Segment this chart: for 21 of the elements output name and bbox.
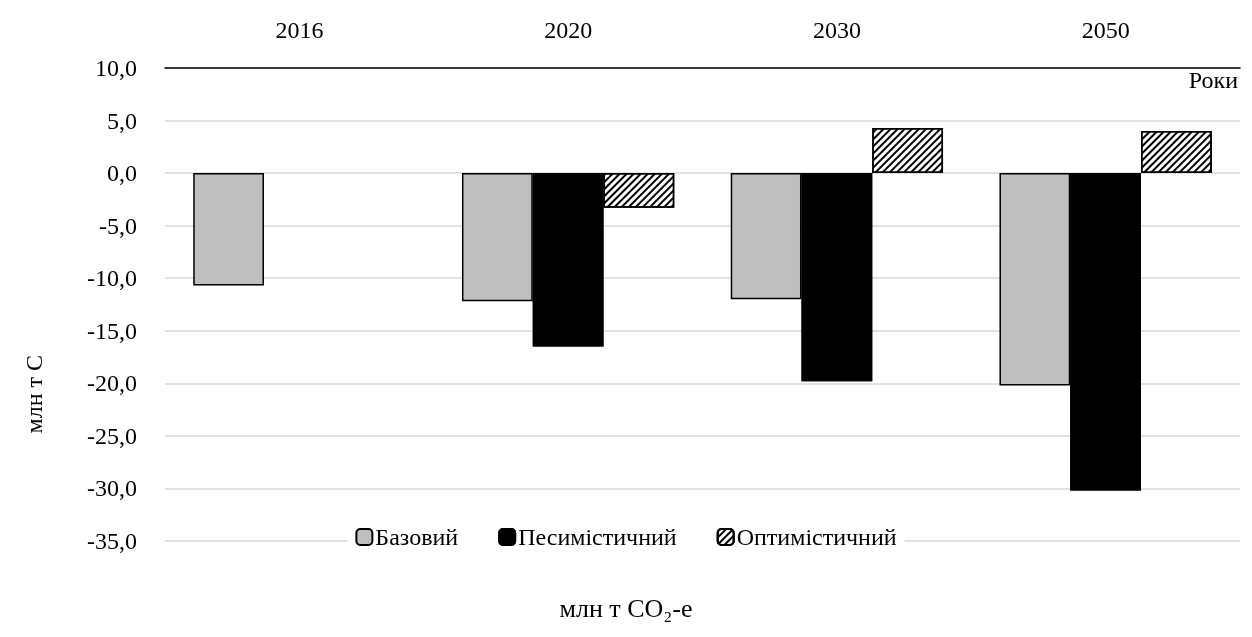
x-tick-label: 2020 xyxy=(544,17,593,43)
y-tick-label: 0,0 xyxy=(107,160,137,187)
x-tick-label: 2030 xyxy=(812,17,861,43)
y-tick-label: -5,0 xyxy=(99,212,137,239)
y-tick-label: -30,0 xyxy=(87,475,137,502)
y-tick-label: 10,0 xyxy=(95,55,137,81)
legend-label: Базовий xyxy=(375,524,459,550)
x-tick-label: 2016 xyxy=(275,17,324,43)
x-tick-label: 2050 xyxy=(1081,17,1130,43)
text: млн т CO₂-е xyxy=(559,593,693,623)
legend-label: Песимістичний xyxy=(518,524,677,550)
y-tick-label: -35,0 xyxy=(87,528,137,554)
y-tick-label: -20,0 xyxy=(87,370,137,397)
y-tick-label: 5,0 xyxy=(107,107,137,134)
legend-label: Оптимістичний xyxy=(736,524,897,550)
y-tick-label: -10,0 xyxy=(87,265,137,292)
bar xyxy=(193,173,264,286)
y-tick-label: -25,0 xyxy=(87,422,137,449)
y-axis-title: млн т С xyxy=(21,354,47,434)
x-axis-title: Роки xyxy=(1188,67,1239,93)
y-tick-label: -15,0 xyxy=(87,317,137,344)
